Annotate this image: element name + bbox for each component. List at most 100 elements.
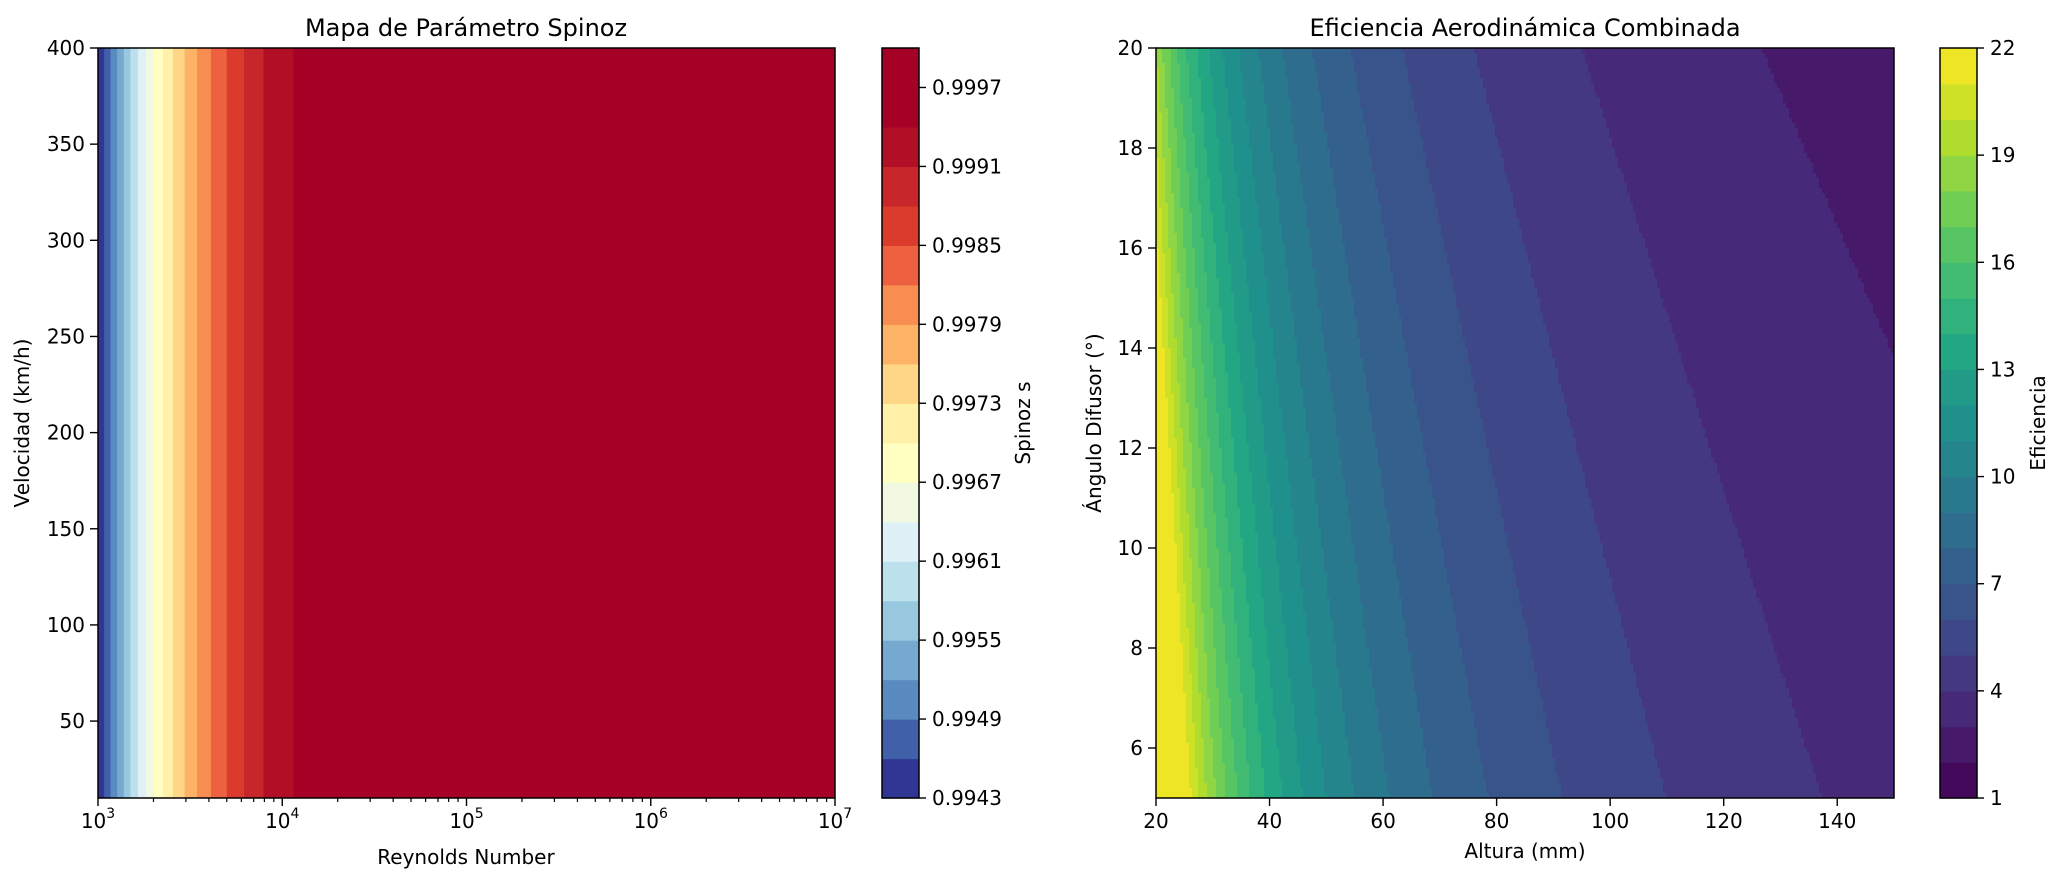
heatmap-cell [1168, 248, 1172, 349]
heatmap-cell [1324, 573, 1328, 794]
heatmap-cell [1225, 88, 1229, 234]
heatmap-cell [1738, 48, 1742, 539]
heatmap-cell [1696, 48, 1700, 409]
heatmap-cell [1642, 708, 1646, 798]
heatmap-cell [1432, 498, 1436, 798]
heatmap-cell [1183, 138, 1187, 249]
heatmap-cell [1420, 138, 1424, 434]
heatmap-cell [1270, 153, 1274, 329]
colorbar-tick-label: 1 [1990, 786, 2003, 810]
heatmap-cell [1348, 758, 1352, 798]
heatmap-cell [1450, 598, 1454, 798]
heatmap-cell [1684, 48, 1688, 374]
heatmap-cell [1309, 48, 1313, 249]
heatmap-cell [1183, 48, 1187, 139]
heatmap-cell [1171, 88, 1175, 194]
heatmap-cell [1789, 698, 1793, 798]
heatmap-cell [1402, 338, 1406, 619]
colorbar-level [1940, 262, 1977, 299]
y-tick-label: 14 [1118, 336, 1143, 360]
heatmap-cell [1246, 443, 1250, 604]
heatmap-cell [1189, 443, 1193, 559]
heatmap-cell [1480, 78, 1484, 419]
heatmap-cell [1846, 48, 1850, 249]
heatmap-cell [1504, 173, 1508, 534]
heatmap-cell [1624, 638, 1628, 798]
heatmap-cell [1351, 58, 1355, 299]
heatmap-cell [1459, 48, 1463, 324]
plot-frame [1155, 47, 1895, 799]
heatmap-cell [1618, 48, 1622, 169]
heatmap-cell [1231, 293, 1235, 439]
heatmap-cell [1174, 233, 1178, 339]
heatmap-cell [1279, 593, 1283, 779]
heatmap-cell [1264, 48, 1268, 104]
heatmap-cell [1462, 48, 1466, 339]
heatmap-cell [1525, 48, 1529, 254]
heatmap-cell [1225, 233, 1229, 374]
heatmap-cell [1612, 48, 1616, 149]
heatmap-cell [1786, 108, 1790, 689]
heatmap-cell [1555, 368, 1559, 774]
heatmap-cell [1714, 48, 1718, 464]
colorbar-level [882, 521, 919, 562]
heatmap-cell [1567, 48, 1571, 419]
heatmap-cell [1858, 278, 1862, 798]
heatmap-cell [1195, 48, 1199, 169]
heatmap-cell [1618, 168, 1622, 614]
heatmap-cell [1642, 48, 1646, 239]
heatmap-band [117, 48, 125, 798]
heatmap-cell [1660, 778, 1664, 798]
heatmap-cell [1627, 193, 1631, 649]
heatmap-band [337, 48, 412, 798]
heatmap-cell [1396, 578, 1400, 798]
heatmap-cell [1195, 408, 1199, 529]
heatmap-cell [1258, 398, 1262, 569]
heatmap-cell [1324, 48, 1328, 134]
heatmap-cell [1762, 48, 1766, 54]
heatmap-cell [1258, 568, 1262, 734]
heatmap-cell [1534, 673, 1538, 798]
heatmap-cell [1735, 48, 1739, 529]
heatmap-cell [1771, 73, 1775, 644]
heatmap-cell [1819, 793, 1823, 798]
heatmap-cell [1633, 213, 1637, 674]
heatmap-cell [1552, 358, 1556, 759]
heatmap-cell [1186, 63, 1190, 174]
heatmap-cell [1264, 103, 1268, 279]
heatmap-cell [1360, 358, 1364, 604]
heatmap-cell [1282, 433, 1286, 624]
heatmap-cell [1333, 48, 1337, 189]
y-tick-label: 10 [1118, 536, 1143, 560]
heatmap-cell [1432, 193, 1436, 499]
heatmap-cell [1483, 778, 1487, 798]
heatmap-cell [1483, 433, 1487, 779]
heatmap-cell [1402, 53, 1406, 339]
heatmap-cell [1159, 113, 1163, 209]
colorbar-level [882, 363, 919, 404]
heatmap-cell [1387, 253, 1391, 524]
heatmap-cell [1480, 418, 1484, 764]
heatmap-cell [1249, 638, 1253, 798]
heatmap-cell [1426, 768, 1430, 798]
heatmap-cell [1750, 578, 1754, 798]
colorbar-ticks: 0.9943 0.9949 0.9955 0.9961 0.9967 0.9973 0.99… [919, 75, 1002, 810]
heatmap-cell [1330, 48, 1334, 169]
heatmap-cell [1423, 48, 1427, 154]
heatmap-cells [1156, 48, 1894, 798]
heatmap-cell [1174, 48, 1178, 129]
heatmap-cell [1465, 678, 1469, 798]
colorbar-level [1940, 583, 1977, 621]
heatmap-cell [1843, 243, 1847, 798]
heatmap-cell [1498, 48, 1502, 149]
heatmap-cell [1423, 453, 1427, 749]
heatmap-cell [1363, 48, 1367, 124]
heatmap-cell [1291, 48, 1295, 124]
heatmap-cell [1705, 48, 1709, 439]
heatmap-cell [1477, 748, 1481, 798]
heatmap-cell [1531, 278, 1535, 659]
heatmap-cell [1570, 428, 1574, 798]
heatmap-cell [1678, 48, 1682, 354]
heatmap-band [411, 48, 835, 798]
heatmap-cell [1324, 353, 1328, 574]
